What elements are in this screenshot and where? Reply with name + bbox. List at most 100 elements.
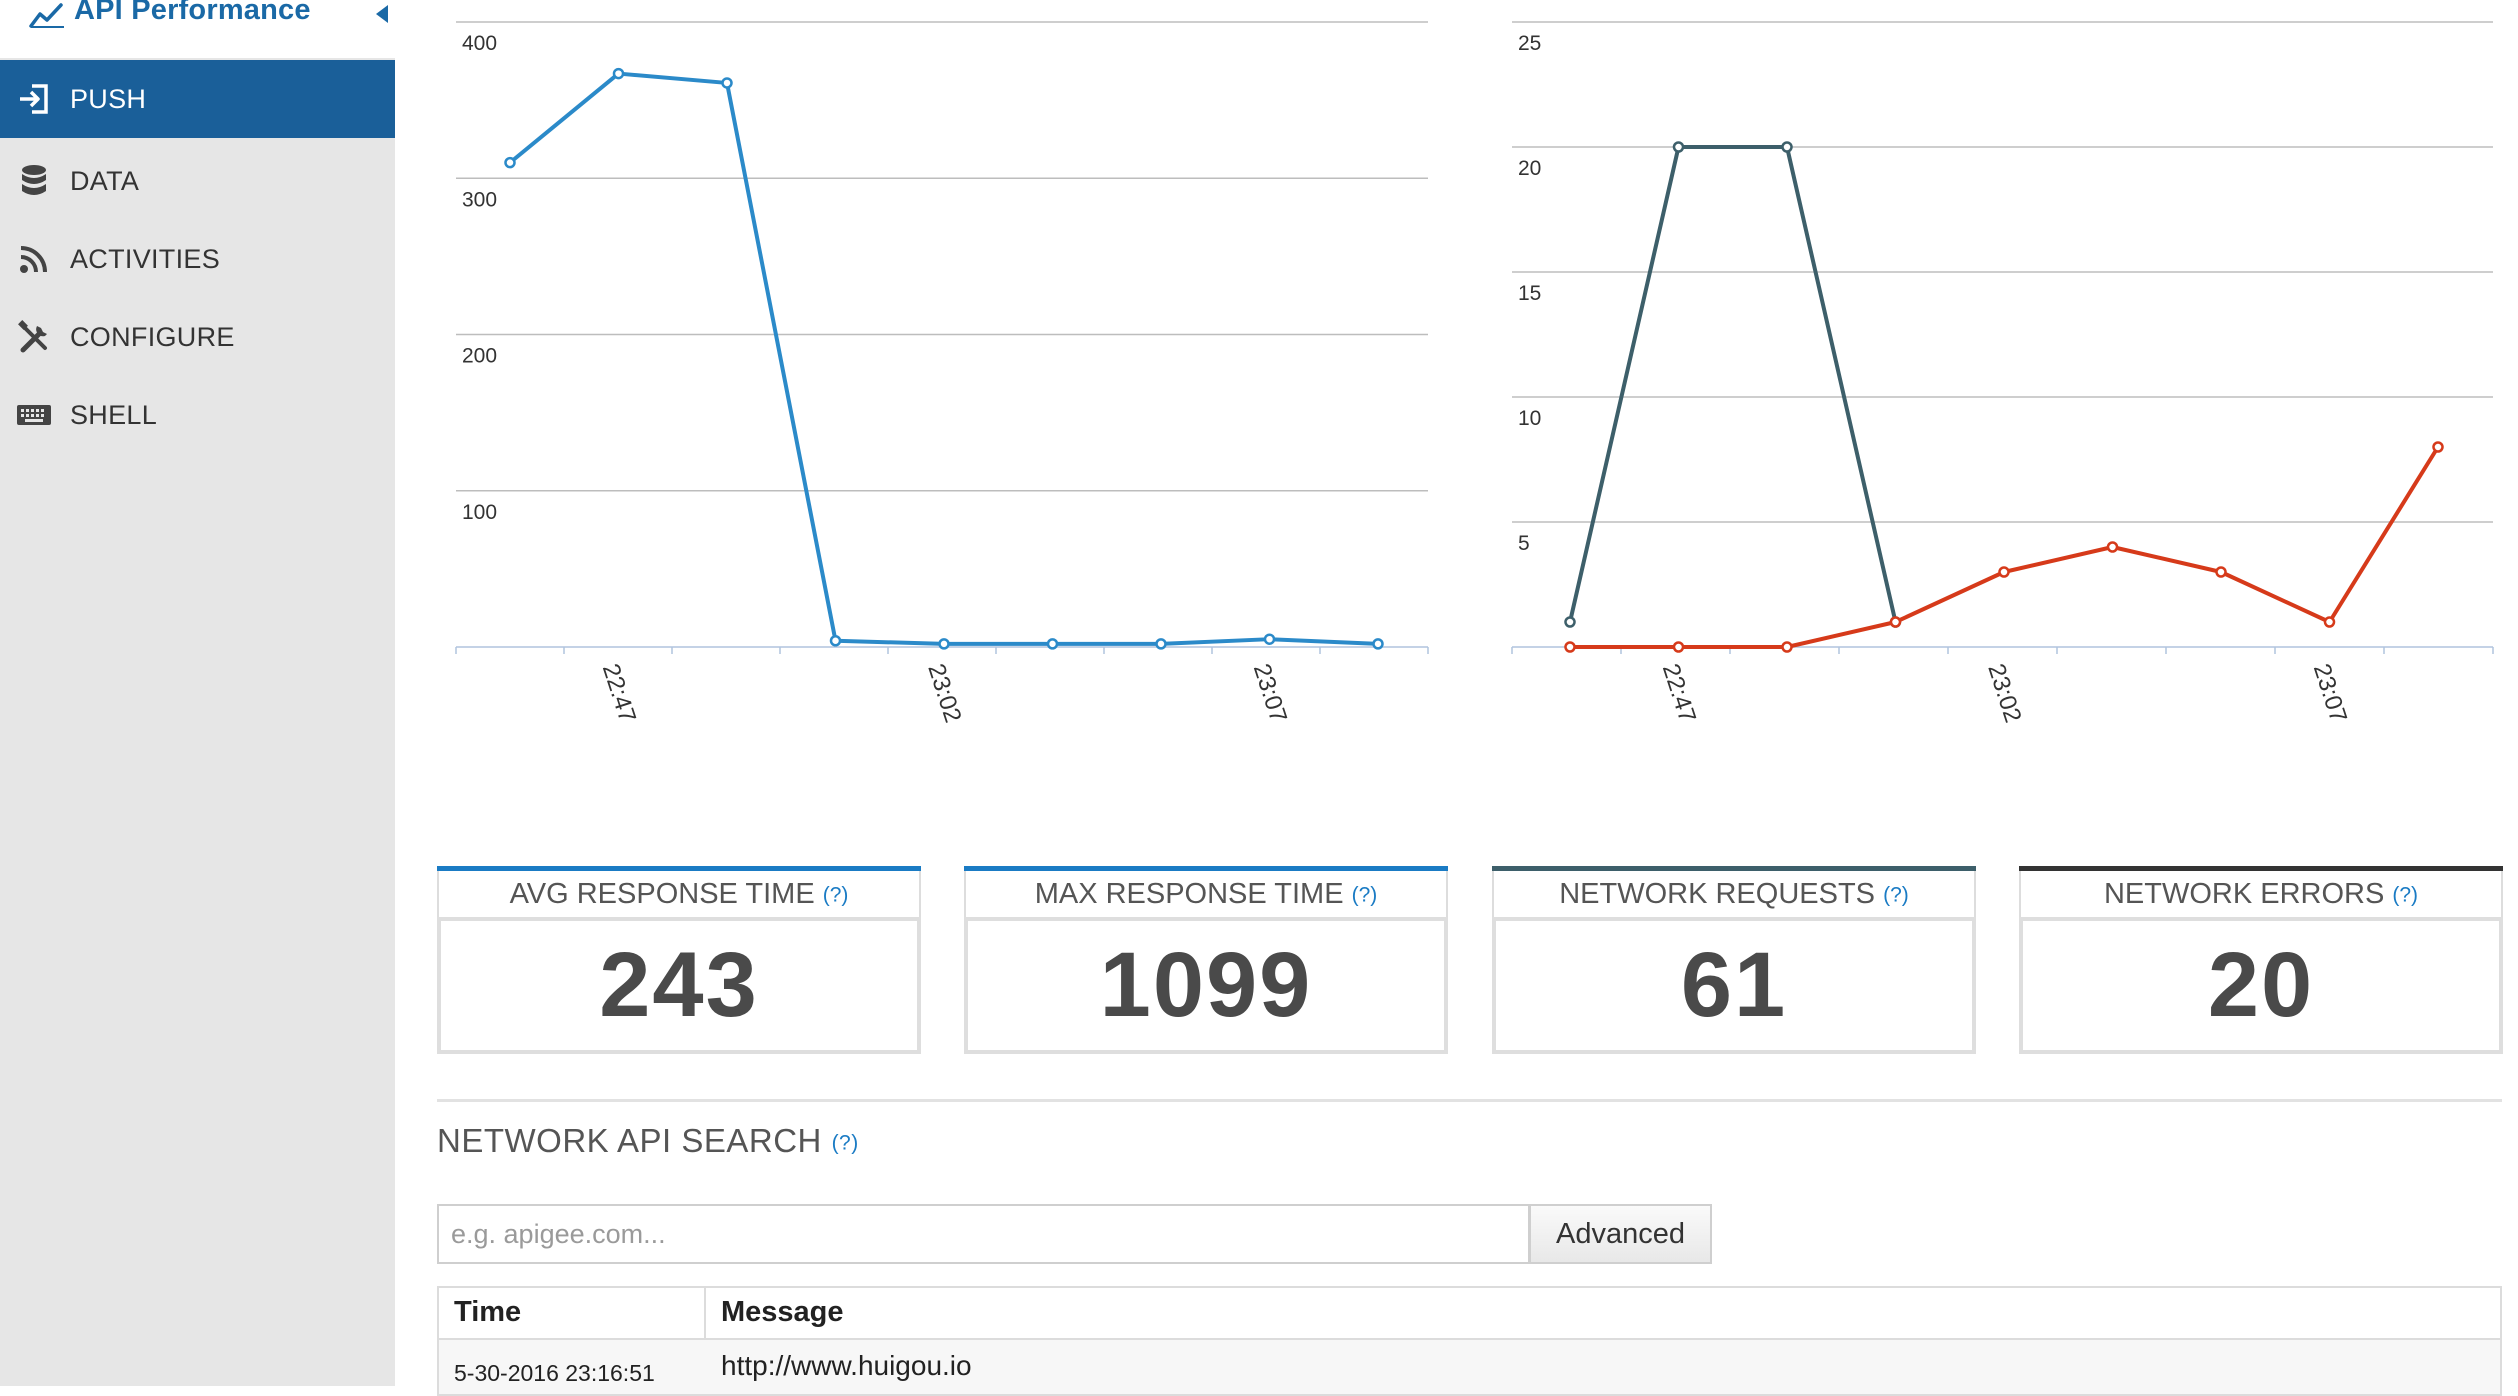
sidebar-header: API Performance — [0, 0, 395, 58]
card-value: 61 — [1680, 934, 1788, 1036]
requests-errors-chart: 5 10 15 20 25 22:47 23:02 23:07 — [1490, 0, 2510, 780]
search-section-title: NETWORK API SEARCH (?) — [437, 1122, 859, 1160]
card-label-text: AVG RESPONSE TIME — [509, 878, 815, 910]
x-tick-label: 23:07 — [1248, 661, 1292, 726]
card-value-box: 20 — [2019, 917, 2503, 1054]
data-point — [1564, 641, 1576, 653]
y-tick-label: 20 — [1518, 157, 1541, 180]
data-point — [1046, 638, 1059, 650]
sidebar-item-shell[interactable]: SHELL — [0, 376, 395, 454]
data-point — [504, 156, 516, 169]
section-divider — [437, 1099, 2502, 1102]
y-tick-label: 300 — [462, 188, 497, 211]
sidebar-item-label: ACTIVITIES — [70, 243, 221, 274]
data-point — [1998, 566, 2010, 578]
card-accent-bar — [2019, 866, 2503, 871]
response-time-chart: 100 200 300 400 22:47 23:02 23:07 — [440, 0, 1440, 780]
sidebar-item-label: SHELL — [70, 399, 158, 430]
card-label: AVG RESPONSE TIME (?) — [437, 871, 921, 917]
data-point — [1781, 141, 1793, 153]
network-requests-card: NETWORK REQUESTS (?) 61 — [1492, 866, 1976, 1054]
y-tick-label: 100 — [462, 501, 497, 524]
x-tick-label: 22:47 — [1657, 661, 1701, 726]
search-input[interactable] — [437, 1204, 1530, 1264]
card-value: 1099 — [1099, 934, 1313, 1036]
sign-in-icon — [16, 81, 52, 117]
help-link[interactable]: (?) — [822, 883, 849, 907]
data-point — [1672, 641, 1685, 653]
sidebar-item-data[interactable]: DATA — [0, 142, 395, 220]
card-label-text: NETWORK REQUESTS — [1559, 878, 1876, 910]
help-link[interactable]: (?) — [1351, 883, 1378, 907]
card-value-box: 243 — [437, 917, 921, 1054]
data-point — [1781, 641, 1793, 653]
data-point — [2323, 616, 2336, 628]
card-accent-bar — [1492, 866, 1976, 871]
keyboard-icon — [16, 397, 52, 433]
data-point — [1263, 633, 1276, 645]
advanced-button[interactable]: Advanced — [1529, 1204, 1712, 1264]
card-value: 243 — [599, 934, 759, 1036]
table-header: Time Message — [439, 1288, 2500, 1340]
max-response-time-card: MAX RESPONSE TIME (?) 1099 — [964, 866, 1448, 1054]
series-line — [508, 71, 1379, 646]
card-label: NETWORK REQUESTS (?) — [1492, 871, 1976, 917]
network-errors-card: NETWORK ERRORS (?) 20 — [2019, 866, 2503, 1054]
sidebar-item-activities[interactable]: ACTIVITIES — [0, 220, 395, 298]
column-header-time[interactable]: Time — [454, 1296, 522, 1328]
search-title-text: NETWORK API SEARCH — [437, 1122, 822, 1159]
data-point — [829, 635, 842, 647]
data-point — [1889, 616, 1902, 628]
data-point — [721, 77, 733, 89]
x-tick-label: 22:47 — [597, 661, 641, 726]
sidebar-item-label: CONFIGURE — [70, 321, 235, 352]
avg-response-time-card: AVG RESPONSE TIME (?) 243 — [437, 866, 921, 1054]
data-point — [2106, 541, 2119, 553]
response-time-chart-svg: 100 200 300 400 22:47 23:02 23:07 — [455, 21, 1429, 726]
x-tick-label: 23:07 — [2308, 661, 2352, 726]
sidebar-item-label: PUSH — [70, 83, 147, 114]
sidebar-item-push[interactable]: PUSH — [0, 60, 395, 138]
help-link[interactable]: (?) — [2392, 883, 2419, 907]
series-line — [1570, 445, 2440, 649]
card-label-text: NETWORK ERRORS — [2103, 878, 2385, 910]
card-value-box: 1099 — [964, 917, 1448, 1054]
series-line — [1568, 145, 1898, 623]
y-tick-label: 15 — [1518, 282, 1541, 305]
data-point — [1372, 638, 1384, 650]
card-label: MAX RESPONSE TIME (?) — [964, 871, 1448, 917]
tools-icon — [16, 319, 52, 355]
x-tick-label: 23:02 — [1982, 661, 2026, 726]
column-header-message[interactable]: Message — [721, 1296, 844, 1328]
help-link[interactable]: (?) — [1883, 883, 1909, 907]
card-value-box: 61 — [1492, 917, 1976, 1054]
card-label-text: MAX RESPONSE TIME — [1034, 878, 1344, 910]
y-tick-label: 25 — [1518, 32, 1541, 55]
cell-message: http://www.huigou.io — [721, 1350, 972, 1381]
rss-icon — [16, 241, 52, 277]
trend-line-icon — [29, 3, 64, 28]
y-tick-label: 200 — [462, 345, 497, 368]
card-accent-bar — [964, 866, 1448, 871]
y-tick-label: 400 — [462, 32, 497, 55]
card-value: 20 — [2207, 934, 2315, 1036]
y-tick-label: 10 — [1518, 407, 1541, 430]
cell-time: 5-30-2016 23:16:51 — [454, 1360, 655, 1386]
help-link[interactable]: (?) — [831, 1131, 859, 1155]
data-point — [2432, 441, 2444, 453]
results-table: Time Message 5-30-2016 23:16:51 http://w… — [437, 1286, 2502, 1396]
table-row[interactable]: 5-30-2016 23:16:51 http://www.huigou.io — [439, 1340, 2500, 1394]
collapse-sidebar-icon[interactable] — [376, 5, 388, 23]
data-point — [1672, 141, 1685, 153]
sidebar-item-configure[interactable]: CONFIGURE — [0, 298, 395, 376]
data-point — [1564, 616, 1576, 628]
card-accent-bar — [437, 866, 921, 871]
data-point — [1155, 638, 1167, 650]
y-tick-label: 5 — [1518, 532, 1530, 555]
sidebar-item-label: DATA — [70, 165, 140, 196]
card-label: NETWORK ERRORS (?) — [2019, 871, 2503, 917]
database-icon — [16, 163, 52, 199]
x-tick-label: 23:02 — [922, 661, 966, 726]
sidebar-title: API Performance — [74, 0, 311, 26]
data-point — [2215, 566, 2227, 578]
